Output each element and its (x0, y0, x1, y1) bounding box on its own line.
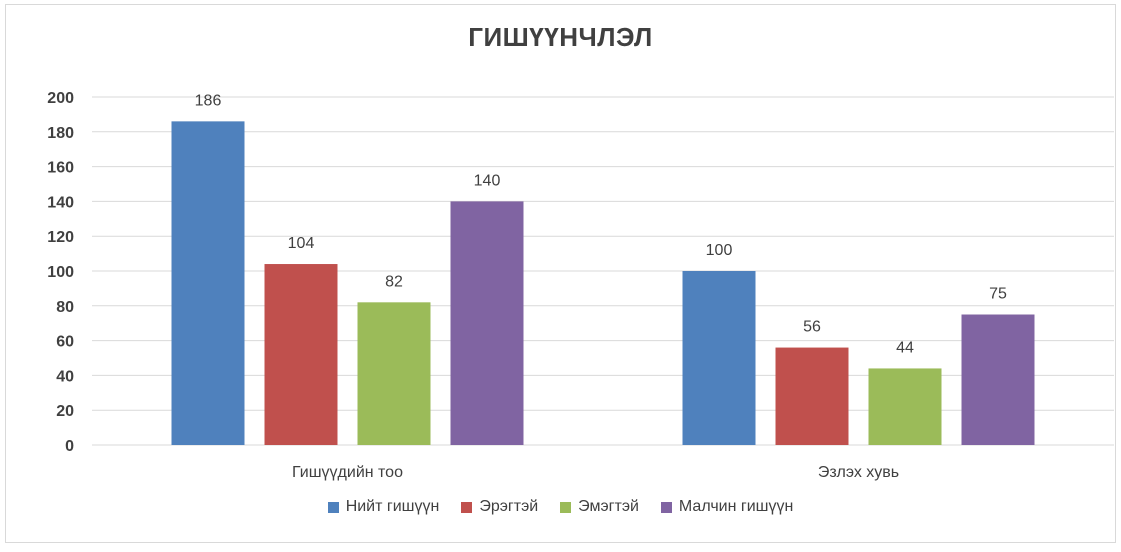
y-tick-label: 180 (47, 125, 74, 142)
y-tick-label: 200 (47, 90, 74, 107)
y-tick-label: 160 (47, 160, 74, 177)
y-tick-label: 60 (56, 334, 74, 351)
data-label: 100 (706, 242, 733, 259)
y-tick-label: 80 (56, 299, 74, 316)
data-label: 140 (474, 172, 501, 189)
data-label: 75 (989, 286, 1007, 303)
chart-legend: Нийт гишүүн Эрэгтэй Эмэгтэй Малчин гишүүн (0, 498, 1121, 516)
legend-swatch (560, 501, 572, 513)
x-category-label: Гишүүдийн тоо (292, 464, 403, 481)
legend-label: Эрэгтэй (479, 498, 539, 515)
legend-swatch (327, 501, 339, 513)
legend-label: Малчин гишүүн (678, 498, 794, 515)
legend-item: Эрэгтэй (461, 498, 538, 516)
data-label: 56 (803, 319, 821, 336)
legend-label: Эмэгтэй (578, 498, 639, 515)
data-label: 82 (385, 273, 403, 290)
y-tick-label: 140 (47, 194, 74, 211)
bar-2-2 (775, 347, 849, 445)
legend-swatch (660, 501, 672, 513)
y-tick-label: 100 (47, 264, 74, 281)
y-tick-label: 40 (56, 368, 74, 385)
legend-swatch (461, 501, 473, 513)
bar-4-2 (961, 314, 1035, 445)
legend-label: Нийт гишүүн (345, 498, 440, 515)
legend-item: Нийт гишүүн (327, 498, 440, 516)
x-category-label: Эзлэх хувь (818, 464, 899, 481)
data-label: 186 (195, 92, 222, 109)
chart-title: ГИШҮҮНЧЛЭЛ (468, 22, 653, 52)
data-label: 104 (288, 235, 315, 252)
y-tick-label: 120 (47, 229, 74, 246)
bar-1-2 (682, 271, 756, 445)
bar-4-1 (450, 201, 524, 445)
bar-1-1 (171, 121, 245, 446)
bar-2-1 (264, 264, 338, 445)
y-tick-label: 0 (65, 438, 74, 455)
data-label: 44 (896, 339, 914, 356)
bar-3-1 (357, 302, 431, 445)
y-tick-label: 20 (56, 403, 74, 420)
bar-3-2 (868, 368, 942, 445)
legend-item: Эмэгтэй (560, 498, 639, 516)
legend-item: Малчин гишүүн (660, 498, 794, 516)
